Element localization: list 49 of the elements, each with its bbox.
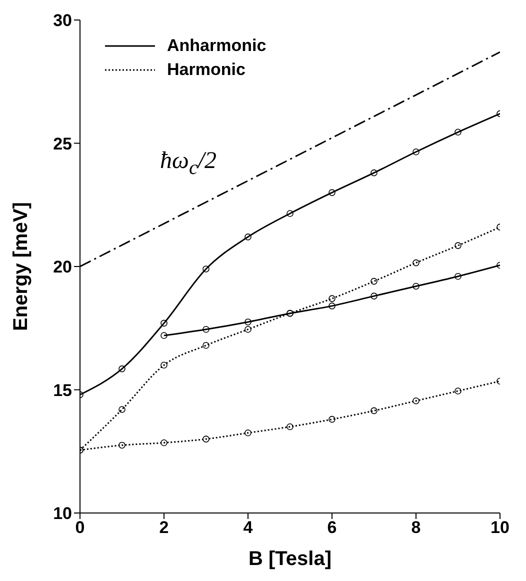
point (244, 326, 252, 333)
point (370, 278, 378, 285)
point (118, 365, 126, 372)
point (412, 282, 420, 290)
y-tick-label: 15 (53, 380, 72, 400)
y-tick-label: 30 (53, 11, 72, 30)
point (160, 362, 168, 368)
point (160, 439, 168, 446)
point (244, 429, 252, 436)
legend-label: Harmonic (167, 60, 246, 80)
point (286, 423, 294, 430)
point (412, 259, 420, 266)
point (160, 332, 168, 339)
x-tick-label: 8 (411, 518, 421, 538)
point (202, 436, 210, 442)
y-tick-label: 20 (53, 258, 72, 277)
x-tick-label: 6 (327, 518, 337, 538)
x-tick-label: 2 (159, 518, 169, 538)
x-tick-label: 0 (75, 518, 85, 538)
point (454, 388, 462, 394)
point (286, 210, 294, 217)
point (244, 234, 252, 240)
point (370, 407, 378, 414)
legend-label: Anharmonic (167, 36, 266, 56)
point (118, 442, 126, 449)
point (370, 292, 378, 300)
y-tick-label: 25 (53, 134, 72, 154)
point (328, 416, 336, 423)
point (202, 342, 210, 349)
point (160, 320, 168, 327)
point (118, 406, 126, 413)
point (454, 128, 462, 136)
y-tick-label: 10 (53, 504, 72, 524)
x-tick-label: 10 (490, 518, 510, 538)
x-axis-title: B [Tesla] (248, 548, 332, 570)
point (370, 169, 378, 176)
y-axis-title: Energy [meV] (10, 202, 32, 331)
point (328, 302, 336, 310)
point (454, 272, 462, 280)
point (454, 242, 462, 249)
x-tick-label: 4 (243, 518, 254, 538)
point (328, 295, 336, 302)
point (202, 326, 210, 333)
point (412, 397, 420, 404)
point (412, 148, 420, 156)
point (328, 189, 336, 196)
point (244, 318, 252, 326)
annotation: ħω$_{c}$/2 (160, 148, 217, 180)
point (202, 266, 210, 272)
